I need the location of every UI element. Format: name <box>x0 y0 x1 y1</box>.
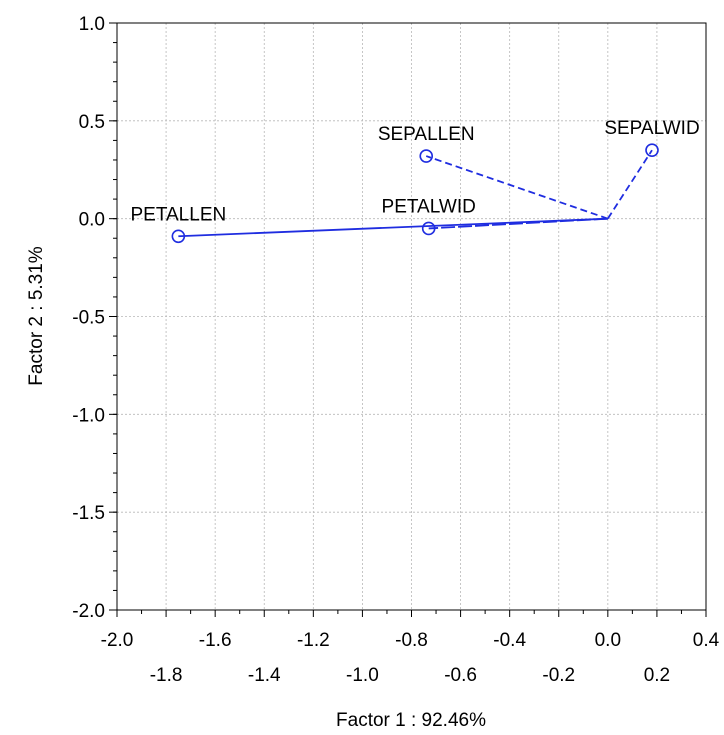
marker-sepalwid <box>645 143 659 157</box>
x-tick-label: -1.6 <box>199 630 232 651</box>
loading-markers <box>171 143 659 244</box>
label-petalwid: PETALWID <box>382 196 476 217</box>
x-tick-label: -1.0 <box>346 665 379 686</box>
vector-sepallen <box>425 155 609 220</box>
x-tick-label: 0.0 <box>595 630 621 651</box>
vector-petalwid <box>428 217 608 230</box>
loading-vectors <box>178 149 653 238</box>
x-tick-labels: -2.0 -1.6 -1.2 -0.8 -0.4 0.0 0.4 -1.8 -1.4 -1.0 -0… <box>101 630 720 686</box>
y-axis-title: Factor 2 : 5.31% <box>26 246 47 386</box>
x-tick-label: -0.4 <box>493 630 526 651</box>
vector-petallen <box>178 217 608 238</box>
label-sepalwid: SEPALWID <box>604 118 699 139</box>
grid-lines <box>117 23 706 610</box>
x-tick-label: -0.6 <box>444 665 477 686</box>
y-tick-label: -1.5 <box>72 503 105 524</box>
label-petallen: PETALLEN <box>130 204 226 225</box>
x-tick-label: 0.4 <box>693 630 720 651</box>
x-tick-label: -1.4 <box>248 665 281 686</box>
y-tick-label: 1.0 <box>79 14 105 35</box>
axis-ticks <box>109 22 707 617</box>
x-axis-title: Factor 1 : 92.46% <box>336 710 486 731</box>
vector-sepalwid <box>607 149 653 220</box>
y-tick-label: -2.0 <box>72 601 105 622</box>
marker-petallen <box>171 229 186 244</box>
x-tick-label: -2.0 <box>101 630 134 651</box>
y-tick-label: 0.5 <box>79 112 105 133</box>
y-tick-label: 0.0 <box>79 210 105 231</box>
x-tick-label: 0.2 <box>644 665 670 686</box>
y-tick-label: -1.0 <box>72 405 105 426</box>
x-tick-label: -1.8 <box>150 665 183 686</box>
variable-labels: PETALLEN PETALWID SEPALLEN SEPALWID <box>130 118 699 225</box>
x-tick-label: -0.2 <box>542 665 575 686</box>
x-tick-label: -1.2 <box>297 630 330 651</box>
x-tick-label: -0.8 <box>395 630 428 651</box>
y-tick-label: -0.5 <box>72 308 105 329</box>
marker-sepallen <box>419 149 434 163</box>
y-tick-labels: 1.0 0.5 0.0 -0.5 -1.0 -1.5 -2.0 <box>72 14 105 622</box>
marker-petalwid <box>421 221 436 236</box>
label-sepallen: SEPALLEN <box>378 124 475 145</box>
